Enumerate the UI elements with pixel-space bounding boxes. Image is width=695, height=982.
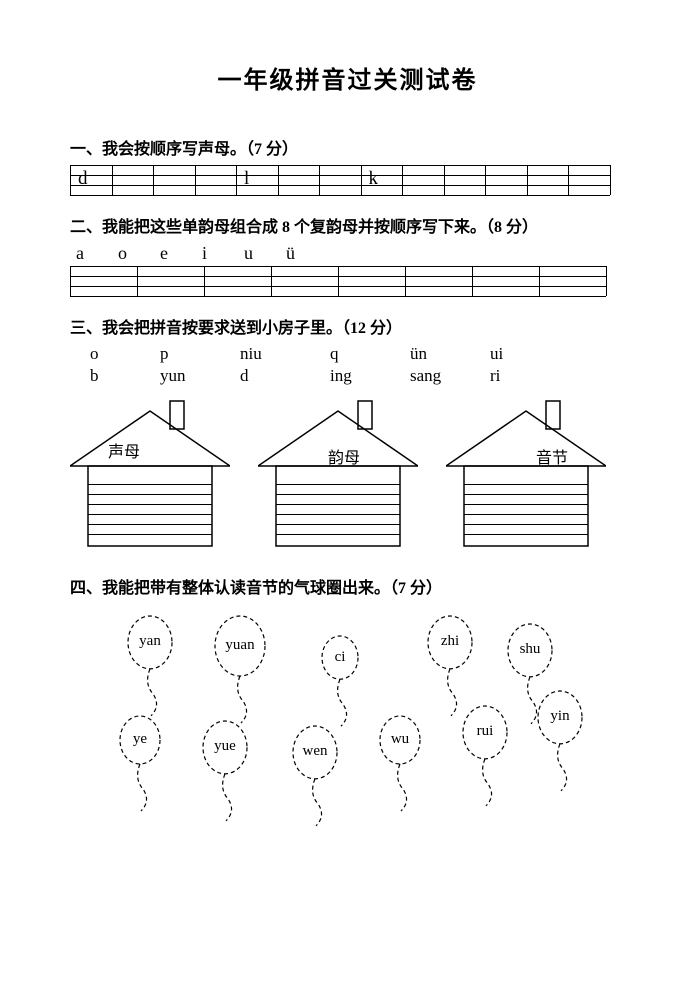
pinyin-item: yun	[160, 366, 240, 386]
pinyin-item: q	[330, 344, 410, 364]
section3-head: 三、我会把拼音按要求送到小房子里。（12 分）	[70, 314, 625, 338]
balloon: rui	[459, 704, 511, 807]
houses-row: 声母 韵母 音节	[70, 396, 625, 556]
pinyin-item: d	[240, 366, 330, 386]
prefill-letter: d	[78, 168, 88, 190]
vowel-letter: i	[202, 243, 244, 264]
balloon-label: wu	[391, 731, 409, 748]
pinyin-item: niu	[240, 344, 330, 364]
house: 声母	[70, 396, 230, 556]
balloon-label: shu	[520, 641, 541, 658]
pinyin-item: ün	[410, 344, 490, 364]
section2-grid	[70, 266, 606, 296]
section3-row2: byundingsangri	[90, 366, 625, 386]
balloon-label: yuan	[225, 637, 254, 654]
house-label: 韵母	[328, 444, 360, 468]
pinyin-item: p	[160, 344, 240, 364]
balloon: yin	[534, 689, 586, 792]
prefill-letter: k	[369, 168, 379, 190]
section1-head: 一、我会按顺序写声母。（7 分）	[70, 135, 625, 159]
balloon-label: yue	[214, 738, 236, 755]
balloon-label: ye	[133, 731, 147, 748]
balloon: wen	[289, 724, 341, 827]
page-title: 一年级拼音过关测试卷	[70, 60, 625, 95]
balloon: yan	[124, 614, 176, 717]
house: 韵母	[258, 396, 418, 556]
section3-row1: opniuqünui	[90, 344, 625, 364]
balloon: ye	[116, 714, 164, 812]
house: 音节	[446, 396, 606, 556]
pinyin-item: ri	[490, 366, 550, 386]
vowel-letter: o	[118, 243, 160, 264]
vowel-letter: a	[76, 243, 118, 264]
balloon-label: yan	[139, 633, 161, 650]
pinyin-item: b	[90, 366, 160, 386]
balloon: zhi	[424, 614, 476, 717]
balloon-area: yan yuan ci zhi shu ye yue wen wu rui yin	[70, 604, 610, 824]
house-label: 声母	[108, 438, 140, 462]
balloon: yuan	[211, 614, 269, 724]
balloon-label: rui	[477, 723, 494, 740]
section4-head: 四、我能把带有整体认读音节的气球圈出来。（7 分）	[70, 574, 625, 598]
vowel-letter: ü	[286, 243, 328, 264]
vowel-letter: e	[160, 243, 202, 264]
balloon: wu	[376, 714, 424, 812]
pinyin-item: o	[90, 344, 160, 364]
balloon-label: wen	[303, 743, 328, 760]
pinyin-item: ing	[330, 366, 410, 386]
pinyin-item: sang	[410, 366, 490, 386]
balloon: ci	[318, 634, 362, 727]
balloon: yue	[199, 719, 251, 822]
balloon-label: ci	[335, 649, 346, 666]
section2-vowels: aoeiuü	[76, 243, 625, 264]
section2-head: 二、我能把这些单韵母组合成 8 个复韵母并按顺序写下来。（8 分）	[70, 213, 625, 237]
section1-grid: dlk	[70, 165, 610, 195]
balloon-label: zhi	[441, 633, 459, 650]
balloon-label: yin	[550, 708, 569, 725]
prefill-letter: l	[244, 168, 249, 190]
pinyin-item: ui	[490, 344, 550, 364]
vowel-letter: u	[244, 243, 286, 264]
house-label: 音节	[536, 444, 568, 468]
